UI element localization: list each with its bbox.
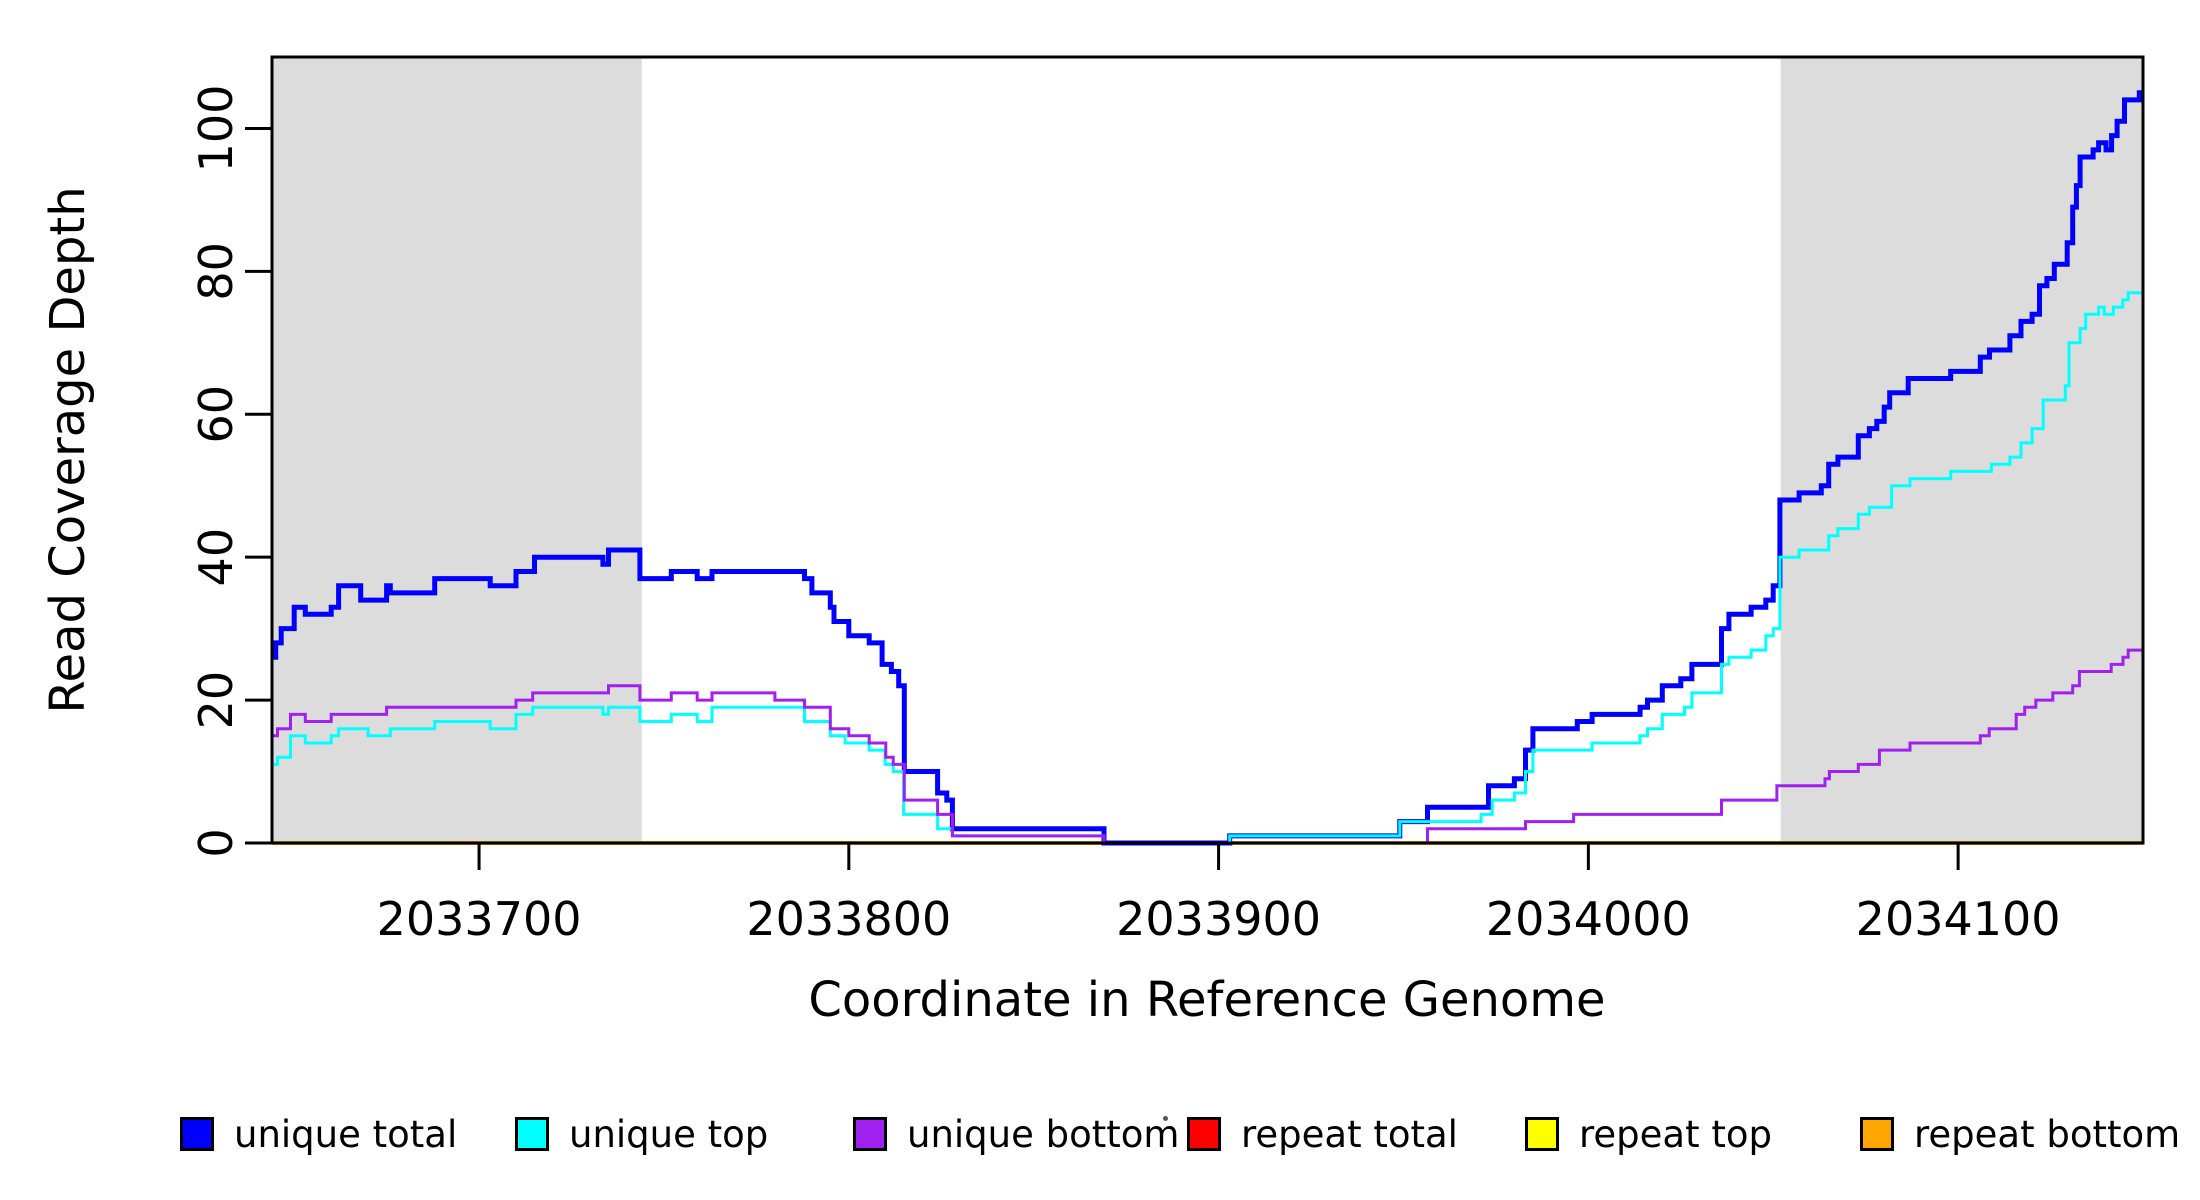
y-tick-label: 80 <box>189 242 243 301</box>
legend-swatch-icon <box>1860 1117 1894 1151</box>
legend-item-unique-bottom: unique bottom <box>853 1112 1179 1156</box>
highlight-region <box>1780 57 2143 843</box>
legend-swatch-icon <box>180 1117 214 1151</box>
plot-box <box>270 55 2145 845</box>
series-unique-total <box>272 90 2143 846</box>
y-tick-label: 0 <box>189 828 243 857</box>
legend-label: unique top <box>569 1112 769 1156</box>
x-axis-title: Coordinate in Reference Genome <box>808 972 1606 1028</box>
x-tick-label: 2034100 <box>1856 892 2061 946</box>
legend-item-unique-top: unique top <box>515 1112 768 1156</box>
legend-swatch-icon <box>1525 1117 1559 1151</box>
series-unique-top <box>272 291 2143 845</box>
x-tick-label: 2033700 <box>377 892 582 946</box>
legend-label: repeat bottom <box>1914 1112 2181 1156</box>
y-tick-label: 40 <box>189 528 243 587</box>
highlight-region <box>272 57 642 843</box>
legend-item-repeat-bottom: repeat bottom <box>1860 1112 2180 1156</box>
series-unique-bottom <box>272 648 2143 845</box>
x-tick-label: 2033800 <box>746 892 951 946</box>
legend-swatch-icon <box>515 1117 549 1151</box>
legend-label: unique total <box>234 1112 458 1156</box>
legend-item-repeat-total: repeat total <box>1187 1112 1458 1156</box>
x-tick-label: 2034000 <box>1486 892 1691 946</box>
legend-item-unique-total: unique total <box>180 1112 457 1156</box>
y-tick-label: 60 <box>189 385 243 444</box>
y-axis-title: Read Coverage Depth <box>40 186 96 714</box>
legend-label: repeat total <box>1241 1112 1458 1156</box>
stray-dot-artifact <box>1163 1116 1168 1121</box>
legend-label: unique bottom <box>907 1112 1180 1156</box>
legend-label: repeat top <box>1579 1112 1772 1156</box>
legend-swatch-icon <box>853 1117 887 1151</box>
legend-item-repeat-top: repeat top <box>1525 1112 1772 1156</box>
x-tick-label: 2033900 <box>1116 892 1321 946</box>
y-tick-label: 20 <box>189 671 243 730</box>
legend-swatch-icon <box>1187 1117 1221 1151</box>
y-tick-label: 100 <box>189 85 243 173</box>
